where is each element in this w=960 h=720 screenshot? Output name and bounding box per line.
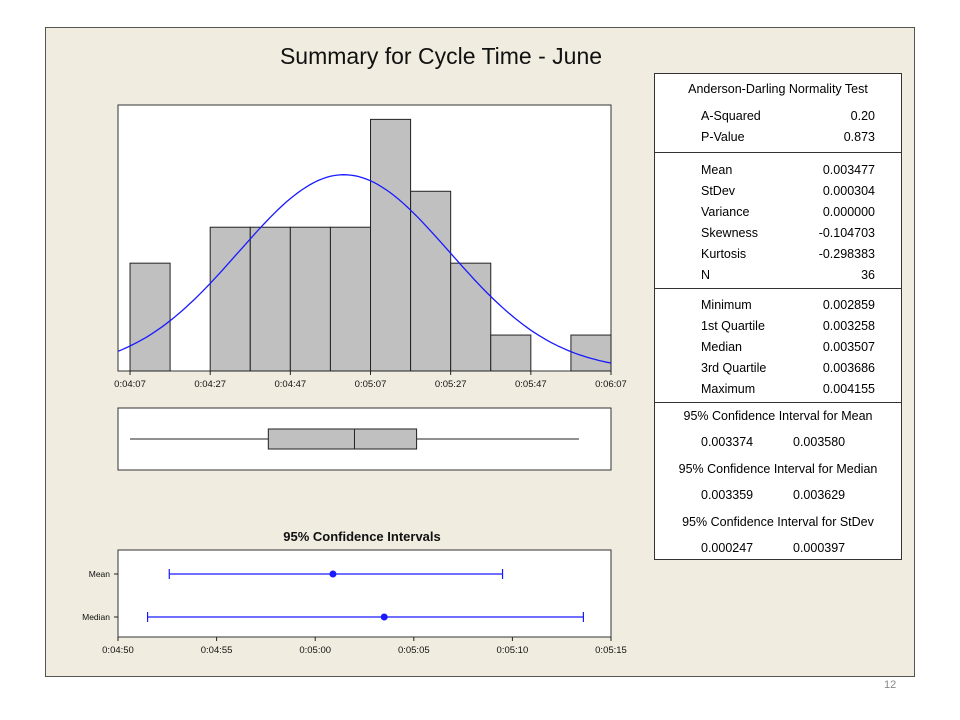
stat-row: A-Squared 0.20: [655, 106, 901, 126]
ci-title: 95% Confidence Interval for StDev: [682, 515, 874, 529]
stat-label: Minimum: [701, 298, 752, 312]
stat-label: Kurtosis: [701, 247, 747, 261]
histogram-bar: [410, 190, 452, 372]
stat-label: Mean: [701, 163, 733, 177]
stat-value: 0.003686: [822, 361, 875, 375]
stat-label: P-Value: [701, 130, 745, 144]
histogram-x-tick-label: 0:06:07: [595, 379, 627, 390]
stat-label: Median: [701, 340, 742, 354]
ci-values-row: 0.000247 0.000397: [655, 538, 901, 558]
normal-fit-curve: [117, 174, 612, 364]
ci-low-value: 0.003359: [701, 488, 754, 502]
ci-chart-title: 95% Confidence Intervals: [283, 529, 441, 544]
ci-values-row: 0.003374 0.003580: [655, 432, 901, 452]
boxplot: [130, 428, 579, 450]
boxplot-box: [267, 428, 418, 450]
stat-value: 0.002859: [822, 298, 875, 312]
histogram-bar: [450, 262, 492, 372]
chart-title: Summary for Cycle Time - June: [279, 43, 603, 69]
ci-category-label: Mean: [89, 569, 111, 579]
histogram-bar: [490, 334, 532, 372]
stat-label: Skewness: [701, 226, 758, 240]
histogram-bar: [209, 226, 251, 372]
stat-label: Maximum: [701, 382, 756, 396]
stat-label: N: [701, 268, 711, 282]
summary-panel: Summary for Cycle Time - June 0:04:07 0:0…: [45, 27, 915, 677]
ci-high-value: 0.000397: [793, 541, 846, 555]
stat-row: Skewness -0.104703: [655, 223, 901, 243]
stat-label: A-Squared: [701, 109, 761, 123]
ci-title: 95% Confidence Interval for Mean: [683, 409, 873, 423]
ci-low-value: 0.000247: [701, 541, 754, 555]
histogram-x-tick-label: 0:05:27: [435, 379, 467, 390]
stat-value: 0.004155: [822, 382, 875, 396]
normality-test-section: Anderson-Darling Normality Test A-Square…: [655, 74, 901, 152]
ci-x-tick-label: 0:04:55: [201, 645, 233, 656]
histogram-bar: [570, 334, 612, 372]
ci-title: 95% Confidence Interval for Median: [678, 462, 878, 476]
moments-section: Mean 0.003477 StDev 0.000304 Variance 0.00000…: [655, 152, 901, 288]
stat-row: Kurtosis -0.298383: [655, 244, 901, 264]
stat-row: Maximum 0.004155: [655, 379, 901, 399]
confidence-intervals-section: 95% Confidence Interval for Mean 0.003374…: [655, 402, 901, 559]
ci-low-value: 0.003374: [701, 435, 754, 449]
stats-panel: Anderson-Darling Normality Test A-Square…: [654, 73, 902, 560]
histogram-x-tick-label: 0:04:27: [194, 379, 226, 390]
stat-row: Variance 0.000000: [655, 202, 901, 222]
stat-value: -0.104703: [818, 226, 875, 240]
ci-point-estimate: [380, 613, 388, 621]
histogram-x-tick-label: 0:04:07: [114, 379, 146, 390]
histogram-bar: [329, 226, 372, 372]
stat-value: 0.003258: [822, 319, 875, 333]
histogram-bar: [370, 118, 412, 372]
ci-x-tick-label: 0:05:10: [497, 645, 529, 656]
page-number: 12: [884, 679, 897, 691]
ci-values-row: 0.003359 0.003629: [655, 485, 901, 505]
stat-row: P-Value 0.873: [655, 127, 901, 147]
stat-row: Minimum 0.002859: [655, 295, 901, 315]
ci-chart: Mean Median 0:04:50 0:04:55 0:05:00 0:05:05 0:…: [82, 569, 627, 656]
ci-x-tick-label: 0:05:00: [299, 645, 331, 656]
histogram-x-axis: 0:04:07 0:04:27 0:04:47 0:05:07 0:05:27 0:05:…: [114, 371, 627, 390]
histogram-x-tick-label: 0:04:47: [274, 379, 306, 390]
normality-test-title: Anderson-Darling Normality Test: [688, 82, 868, 96]
stat-value: 0.20: [850, 109, 875, 123]
ci-high-value: 0.003580: [793, 435, 846, 449]
histogram-x-tick-label: 0:05:07: [355, 379, 387, 390]
stat-label: StDev: [701, 184, 736, 198]
ci-x-tick-label: 0:05:15: [595, 645, 627, 656]
histogram-bar: [129, 262, 171, 372]
stat-label: 1st Quartile: [701, 319, 765, 333]
charts-area: 0:04:07 0:04:27 0:04:47 0:05:07 0:05:27 0:05:…: [82, 104, 627, 656]
stat-row: Median 0.003507: [655, 337, 901, 357]
quartiles-section: Minimum 0.002859 1st Quartile 0.003258 Media…: [655, 288, 901, 402]
ci-chart-frame: [117, 549, 612, 638]
stat-row: N 36: [655, 265, 901, 285]
stat-value: 36: [861, 268, 875, 282]
stat-value: 0.003477: [822, 163, 875, 177]
ci-category-label: Median: [82, 612, 110, 622]
ci-x-tick-label: 0:05:05: [398, 645, 430, 656]
histogram-bar: [289, 226, 331, 372]
ci-x-tick-label: 0:04:50: [102, 645, 134, 656]
stat-label: Variance: [701, 205, 750, 219]
stat-label: 3rd Quartile: [701, 361, 767, 375]
stat-row: 1st Quartile 0.003258: [655, 316, 901, 336]
stat-value: 0.000304: [822, 184, 875, 198]
ci-point-estimate: [329, 570, 337, 578]
histogram-bars: [129, 118, 612, 372]
stat-value: 0.873: [843, 130, 875, 144]
histogram-x-tick-label: 0:05:47: [515, 379, 547, 390]
stat-value: 0.000000: [822, 205, 875, 219]
stat-row: 3rd Quartile 0.003686: [655, 358, 901, 378]
stat-row: StDev 0.000304: [655, 181, 901, 201]
histogram-bar: [249, 226, 291, 372]
stat-row: Mean 0.003477: [655, 160, 901, 180]
stat-value: -0.298383: [818, 247, 875, 261]
ci-high-value: 0.003629: [793, 488, 846, 502]
stat-value: 0.003507: [822, 340, 875, 354]
